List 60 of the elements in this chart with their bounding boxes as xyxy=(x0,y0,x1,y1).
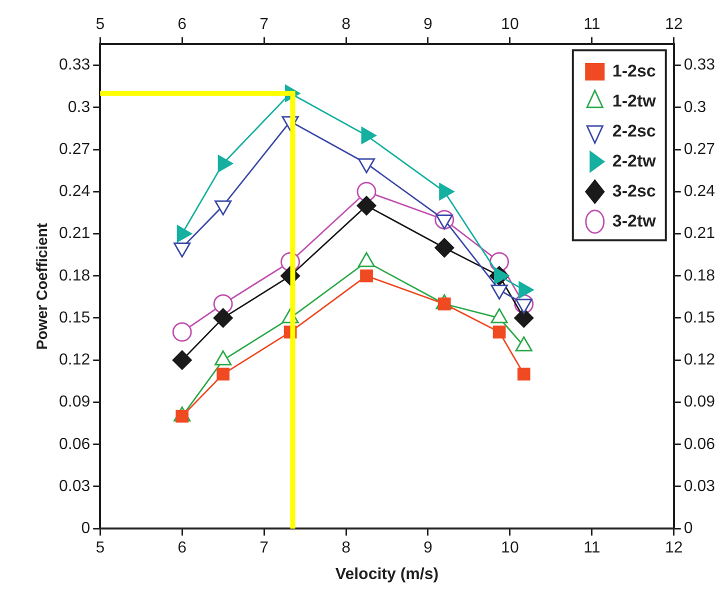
point xyxy=(213,308,233,328)
point xyxy=(514,308,534,328)
legend-label: 2-2tw xyxy=(612,151,657,170)
x2-tick-label: 10 xyxy=(501,16,519,34)
y2-tick-label: 0.24 xyxy=(684,183,716,200)
y-tick-label: 0.18 xyxy=(59,267,90,284)
y-tick-label: 0.03 xyxy=(59,478,90,495)
x-axis-title: Velocity (m/s) xyxy=(335,566,439,583)
legend-label: 1-2sc xyxy=(612,61,656,80)
y2-tick-label: 0.18 xyxy=(684,267,716,284)
y2-tick-label: 0.03 xyxy=(684,478,716,495)
y-tick-label: 0.33 xyxy=(59,56,90,74)
legend-label: 3-2tw xyxy=(612,211,657,230)
y-tick-label: 0.15 xyxy=(59,309,90,326)
x2-tick-label: 12 xyxy=(664,16,683,34)
y2-tick-label: 0.27 xyxy=(684,140,716,158)
y2-tick-label: 0.15 xyxy=(684,309,716,326)
y-tick-label: 0.12 xyxy=(59,352,90,369)
legend-label: 1-2tw xyxy=(612,91,657,110)
x2-tick-label: 8 xyxy=(342,16,351,34)
x-tick-label: 6 xyxy=(178,540,187,557)
y2-tick-label: 0.3 xyxy=(684,98,706,116)
point xyxy=(172,322,192,342)
x2-tick-label: 7 xyxy=(260,16,269,34)
y-tick-label: 0.24 xyxy=(59,183,90,200)
y2-tick-label: 0.33 xyxy=(684,56,716,74)
legend-label: 3-2sc xyxy=(612,181,656,200)
x-tick-label: 11 xyxy=(584,540,600,557)
point xyxy=(434,238,454,258)
point xyxy=(356,182,376,202)
y2-tick-label: 0.09 xyxy=(684,394,716,411)
y2-tick-label: 0.06 xyxy=(684,436,716,453)
x-tick-label: 7 xyxy=(260,540,269,557)
x-tick-label: 5 xyxy=(96,540,105,557)
x2-tick-label: 6 xyxy=(178,16,187,34)
point xyxy=(213,294,233,314)
point xyxy=(360,269,373,282)
x-tick-label: 9 xyxy=(424,540,433,557)
x2-tick-label: 11 xyxy=(584,16,600,34)
x-tick-label: 12 xyxy=(664,540,683,557)
point xyxy=(216,368,230,381)
y2-tick-label: 0 xyxy=(684,520,693,538)
x2-tick-label: 5 xyxy=(96,16,105,34)
y-axis-title: Power Coefficient xyxy=(34,223,52,350)
point xyxy=(172,350,192,370)
x2-tick-label: 9 xyxy=(424,16,433,34)
y2-tick-label: 0.21 xyxy=(684,225,716,242)
y-tick-label: 0.21 xyxy=(59,225,90,242)
y-tick-label: 0.06 xyxy=(59,436,90,453)
point xyxy=(517,368,530,381)
point xyxy=(356,196,376,216)
y2-tick-label: 0.12 xyxy=(684,352,716,369)
y-tick-label: 0 xyxy=(81,520,90,538)
x-tick-label: 8 xyxy=(342,540,351,557)
point xyxy=(492,326,506,338)
x-tick-label: 10 xyxy=(501,540,519,557)
legend-label: 2-2sc xyxy=(612,121,656,140)
y-tick-label: 0.27 xyxy=(59,140,90,158)
y-tick-label: 0.09 xyxy=(59,394,90,411)
y-tick-label: 0.3 xyxy=(68,98,90,116)
